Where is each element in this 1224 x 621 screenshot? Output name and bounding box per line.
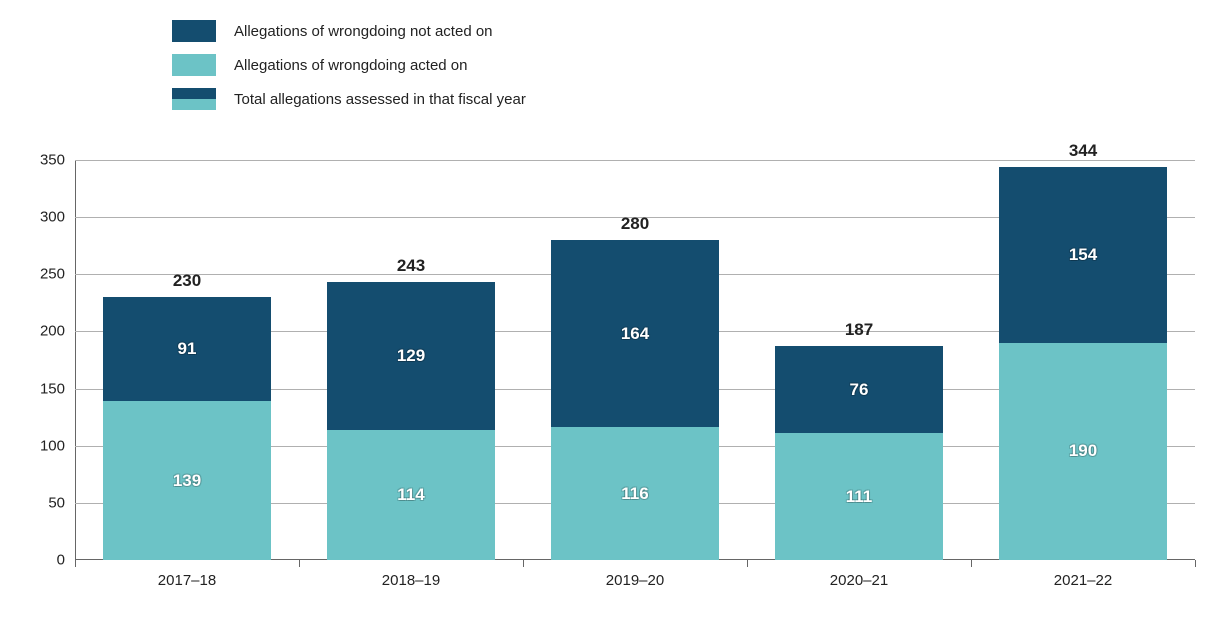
bar-segment-not-acted-on: 129 <box>327 282 495 429</box>
bar-value-not-acted-on: 91 <box>178 339 197 359</box>
bar-group: 190154344 <box>999 167 1167 560</box>
legend-swatch-acted-on <box>172 54 216 76</box>
y-axis-tick-label: 300 <box>15 209 65 226</box>
legend: Allegations of wrongdoing not acted on A… <box>172 20 526 122</box>
plot-area: 050100150200250300350139912302017–181141… <box>75 160 1195 560</box>
bar-segment-acted-on: 116 <box>551 427 719 560</box>
bar-segment-acted-on: 190 <box>999 343 1167 560</box>
bar-value-acted-on: 111 <box>846 487 873 507</box>
bar-segment-not-acted-on: 164 <box>551 240 719 427</box>
bar-value-not-acted-on: 76 <box>850 380 869 400</box>
bar-group: 11176187 <box>775 346 943 560</box>
legend-item-acted-on: Allegations of wrongdoing acted on <box>172 54 526 76</box>
x-axis-category-label: 2018–19 <box>382 572 440 589</box>
bar-segment-acted-on: 114 <box>327 430 495 560</box>
bar-total-label: 243 <box>397 256 425 276</box>
x-axis-tick <box>1195 560 1196 567</box>
bar-value-not-acted-on: 129 <box>397 346 425 366</box>
gridline <box>75 160 1195 161</box>
y-axis-tick-label: 150 <box>15 380 65 397</box>
y-axis-tick-label: 100 <box>15 437 65 454</box>
allegations-chart: Allegations of wrongdoing not acted on A… <box>0 0 1224 621</box>
legend-item-not-acted-on: Allegations of wrongdoing not acted on <box>172 20 526 42</box>
bar-group: 116164280 <box>551 240 719 560</box>
y-axis-line <box>75 160 76 560</box>
legend-item-total: Total allegations assessed in that fisca… <box>172 88 526 110</box>
x-axis-category-label: 2017–18 <box>158 572 216 589</box>
x-axis-tick <box>747 560 748 567</box>
legend-swatch-total <box>172 88 216 110</box>
bar-total-label: 344 <box>1069 141 1097 161</box>
x-axis-category-label: 2020–21 <box>830 572 888 589</box>
y-axis-tick-label: 200 <box>15 323 65 340</box>
x-axis-category-label: 2021–22 <box>1054 572 1112 589</box>
x-axis-tick <box>971 560 972 567</box>
bar-group: 114129243 <box>327 282 495 560</box>
bar-value-not-acted-on: 164 <box>621 324 649 344</box>
legend-swatch-not-acted-on <box>172 20 216 42</box>
bar-total-label: 187 <box>845 320 873 340</box>
y-axis-tick-label: 350 <box>15 152 65 169</box>
bar-segment-acted-on: 111 <box>775 433 943 560</box>
legend-label-not-acted-on: Allegations of wrongdoing not acted on <box>234 23 493 40</box>
y-axis-tick-label: 0 <box>15 552 65 569</box>
y-axis-tick-label: 250 <box>15 266 65 283</box>
bar-value-acted-on: 114 <box>397 485 424 505</box>
bar-total-label: 280 <box>621 214 649 234</box>
legend-label-acted-on: Allegations of wrongdoing acted on <box>234 57 468 74</box>
legend-label-total: Total allegations assessed in that fisca… <box>234 91 526 108</box>
bar-value-acted-on: 139 <box>173 471 201 491</box>
bar-segment-acted-on: 139 <box>103 401 271 560</box>
bar-value-acted-on: 116 <box>621 484 648 504</box>
bar-value-acted-on: 190 <box>1069 441 1097 461</box>
x-axis-tick <box>75 560 76 567</box>
bar-segment-not-acted-on: 154 <box>999 167 1167 343</box>
bar-total-label: 230 <box>173 271 201 291</box>
x-axis-tick <box>523 560 524 567</box>
bar-segment-not-acted-on: 76 <box>775 346 943 433</box>
bar-value-not-acted-on: 154 <box>1069 245 1097 265</box>
bar-segment-not-acted-on: 91 <box>103 297 271 401</box>
y-axis-tick-label: 50 <box>15 494 65 511</box>
x-axis-category-label: 2019–20 <box>606 572 664 589</box>
x-axis-tick <box>299 560 300 567</box>
bar-group: 13991230 <box>103 297 271 560</box>
